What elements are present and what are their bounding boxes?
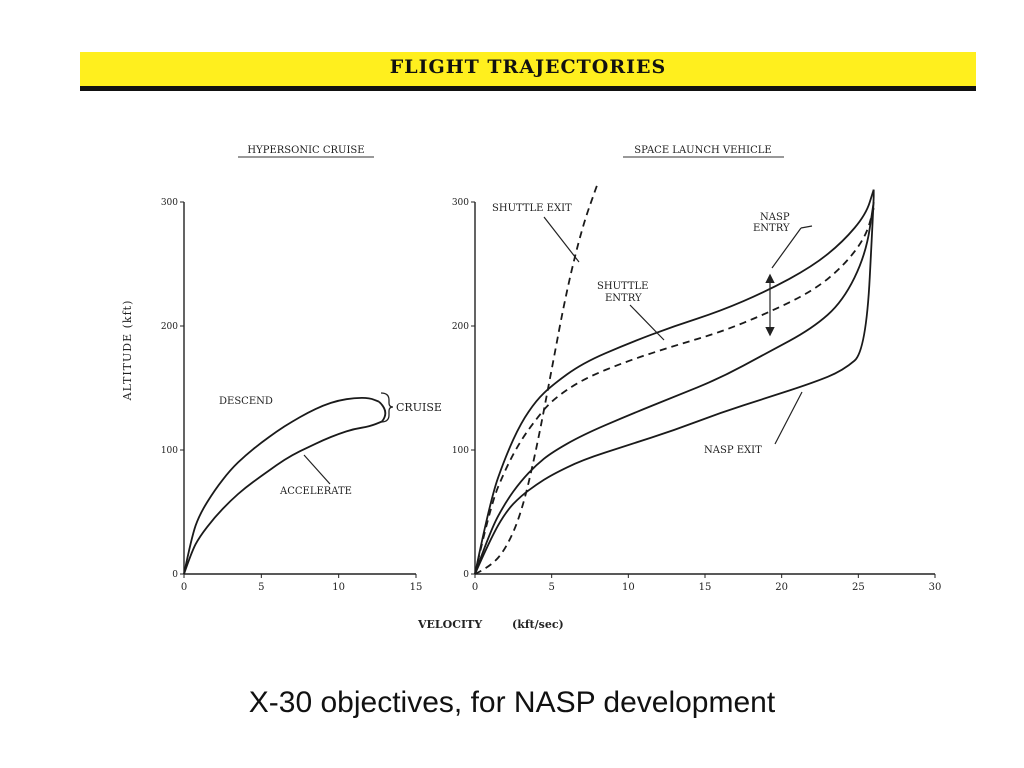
title-banner: FLIGHT TRAJECTORIES bbox=[80, 52, 976, 91]
x-tick-label: 5 bbox=[258, 582, 264, 593]
x-tick-label: 10 bbox=[332, 582, 345, 593]
shuttle-exit-pointer bbox=[543, 216, 580, 263]
x-tick-label: 0 bbox=[181, 582, 187, 593]
x-tick-label: 30 bbox=[929, 582, 942, 593]
accelerate-label: ACCELERATE bbox=[279, 486, 352, 497]
y-tick-label: 100 bbox=[452, 446, 469, 456]
series-line-nasp-exit bbox=[474, 189, 875, 575]
nasp-entry-label-line1: NASP bbox=[760, 212, 790, 223]
left-chart-title: HYPERSONIC CRUISE bbox=[247, 145, 364, 156]
nasp-exit-label: NASP EXIT bbox=[704, 445, 762, 456]
y-tick-label: 0 bbox=[463, 570, 469, 580]
series-line-shuttle-entry bbox=[474, 207, 875, 575]
nasp-entry-label-line2: ENTRY bbox=[753, 223, 790, 234]
series-line-descend bbox=[183, 396, 380, 575]
series-line-shuttle-exit bbox=[474, 183, 599, 575]
shuttle-entry-pointer bbox=[629, 304, 665, 341]
y-axis-label: ALTITUDE (kft) bbox=[121, 300, 134, 402]
accelerate-pointer bbox=[303, 454, 331, 485]
x-axis-label: VELOCITY bbox=[417, 618, 482, 631]
y-tick-label: 200 bbox=[161, 322, 178, 332]
x-tick-label: 20 bbox=[775, 582, 788, 593]
x-tick-label: 25 bbox=[852, 582, 865, 593]
shuttle-exit-label: SHUTTLE EXIT bbox=[492, 203, 572, 214]
x-tick-label: 10 bbox=[622, 582, 635, 593]
caption: X-30 objectives, for NASP development bbox=[248, 686, 776, 719]
nasp-exit-pointer bbox=[774, 391, 803, 445]
x-tick-label: 0 bbox=[472, 582, 478, 593]
shuttle-entry-label-line2: ENTRY bbox=[605, 293, 642, 304]
x-axis-units: (kft/sec) bbox=[512, 618, 564, 631]
cruise-label: CRUISE bbox=[396, 401, 442, 414]
cruise-brace bbox=[380, 392, 394, 423]
descend-label: DESCEND bbox=[219, 396, 273, 407]
hypersonic-cruise-chart: 0 5 10 15 0 100 200 300 bbox=[161, 198, 423, 593]
y-tick-label: 100 bbox=[161, 446, 178, 456]
shuttle-entry-label-line1: SHUTTLE bbox=[597, 281, 648, 292]
series-line-nasp-entry-upper-bound bbox=[474, 189, 875, 575]
y-tick-label: 0 bbox=[172, 570, 178, 580]
x-tick-label: 5 bbox=[548, 582, 554, 593]
nasp-entry-pointer-diag bbox=[771, 227, 802, 269]
x-tick-label: 15 bbox=[699, 582, 712, 593]
series-line-nasp-entry-lower-bound bbox=[474, 201, 875, 575]
series-line-accelerate bbox=[183, 420, 383, 575]
nasp-entry-pointer bbox=[800, 225, 813, 229]
y-tick-label: 300 bbox=[161, 198, 178, 208]
right-chart-title: SPACE LAUNCH VEHICLE bbox=[634, 145, 771, 156]
banner-title: FLIGHT TRAJECTORIES bbox=[389, 56, 667, 78]
cruise-loop-closure bbox=[378, 400, 387, 423]
y-tick-label: 300 bbox=[452, 198, 469, 208]
x-tick-label: 15 bbox=[410, 582, 423, 593]
y-tick-label: 200 bbox=[452, 322, 469, 332]
